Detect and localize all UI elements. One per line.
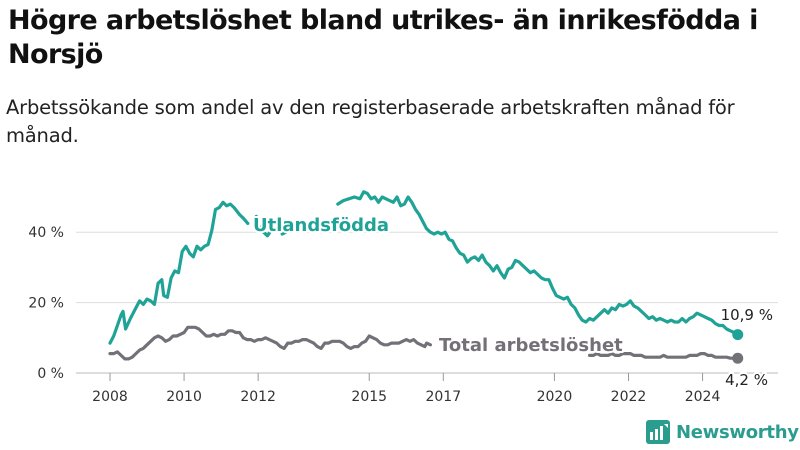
series-line-total [108, 325, 432, 361]
bar-chart-logo-icon [646, 420, 670, 444]
end-point-utlandsfodda [732, 329, 744, 341]
y-tick-label: 40 % [28, 225, 64, 241]
end-value-label-total: 4,2 % [725, 371, 768, 389]
series-layer [108, 190, 744, 364]
end-value-label-utlandsfodda: 10,9 % [721, 306, 773, 324]
brand: Newsworthy [646, 420, 799, 444]
end-point-total [732, 352, 744, 364]
tick-layer: 0 % 20 % 40 % 2008 2010 2012 2015 2017 2020 2022 2… [28, 225, 720, 405]
x-tick-label: 2008 [92, 389, 128, 405]
x-tick-label: 2017 [425, 389, 461, 405]
chart-title: Högre arbetslöshet bland utrikes- än inr… [8, 5, 758, 70]
series-label-total-arbetsloshet: Total arbetslöshet [439, 335, 623, 356]
series-line-utlandsfodda [108, 200, 250, 345]
x-tick-label: 2012 [240, 389, 276, 405]
x-tick-label: 2020 [537, 389, 573, 405]
y-tick-label: 20 % [28, 296, 64, 312]
series-line-utlandsfodda [280, 230, 288, 236]
x-tick-label: 2010 [166, 389, 202, 405]
series-line-utlandsfodda [254, 214, 277, 238]
series-line-total [588, 352, 740, 360]
chart-subtitle: Arbetssökande som andel av den registerb… [6, 96, 735, 147]
grid-layer [76, 231, 778, 374]
series-line-utlandsfodda [336, 190, 740, 337]
y-tick-label: 0 % [37, 366, 64, 382]
series-label-utlandsfodda: Utlandsfödda [253, 215, 389, 236]
x-tick-label: 2015 [351, 389, 387, 405]
x-tick-label: 2024 [685, 389, 721, 405]
x-tick-label: 2022 [611, 389, 647, 405]
line-chart: 0 % 20 % 40 % 2008 2010 2012 2015 2017 2020 2022 2… [28, 190, 778, 405]
brand-name: Newsworthy [676, 421, 799, 443]
